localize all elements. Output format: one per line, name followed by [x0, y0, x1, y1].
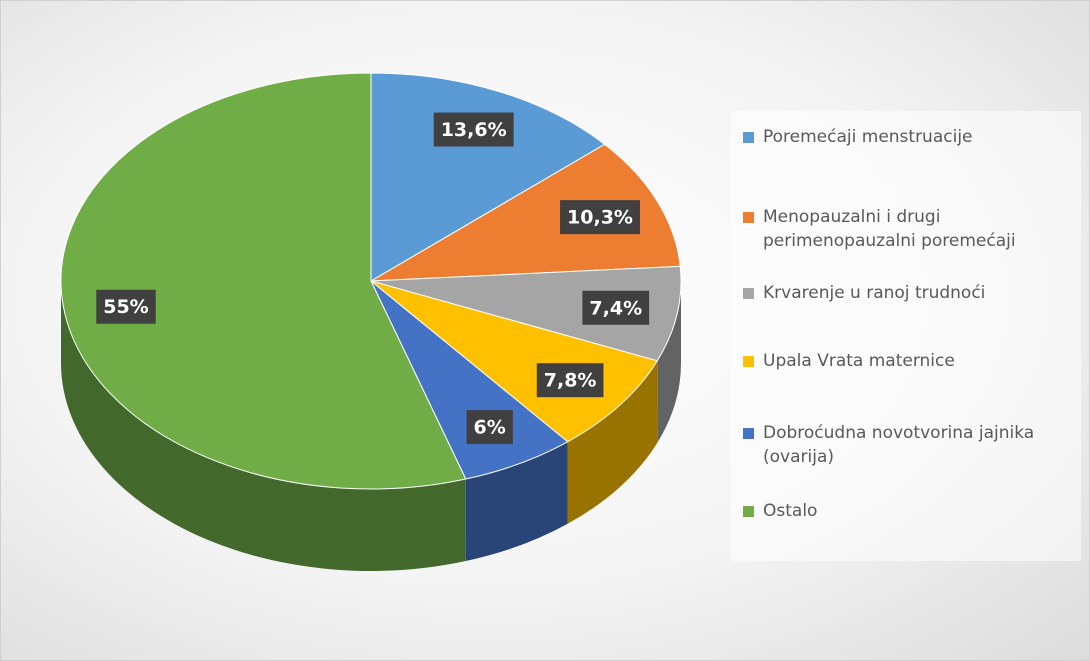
slice-side	[657, 281, 681, 443]
data-label-box	[560, 200, 640, 235]
slice-side	[567, 360, 658, 524]
data-label: 6%	[466, 410, 513, 445]
legend-label: Krvarenje u ranoj trudnoći	[763, 283, 986, 303]
legend-item: Krvarenje u ranoj trudnoći	[743, 281, 1073, 305]
slice	[370, 72, 606, 282]
data-label: 10,3%	[560, 200, 640, 235]
data-label-box	[433, 112, 514, 147]
slice	[370, 280, 659, 443]
legend-swatch	[743, 428, 754, 439]
data-label: 7,4%	[582, 290, 650, 325]
slice	[370, 265, 682, 362]
legend-label: Poremećaji menstruacije	[763, 127, 973, 147]
legend-item: Ostalo	[743, 499, 1073, 523]
legend-item: Dobroćudna novotvorina jajnika (ovarija)	[743, 421, 1073, 469]
data-label-text: 13,6%	[441, 119, 507, 141]
data-label-box	[536, 363, 604, 398]
data-label-box	[96, 289, 156, 324]
legend-item: Upala Vrata maternice	[743, 349, 1073, 373]
legend-label: Dobroćudna novotvorina jajnika (ovarija)	[763, 423, 1035, 467]
slice	[370, 143, 681, 282]
data-label-text: 6%	[474, 417, 506, 439]
slice-side	[61, 281, 466, 571]
data-label-text: 7,4%	[589, 297, 642, 319]
data-label-box	[582, 290, 650, 325]
legend-swatch	[743, 132, 754, 143]
data-label-text: 10,3%	[567, 207, 633, 229]
legend: Poremećaji menstruacije Menopauzalni i dr…	[731, 111, 1081, 561]
legend-item: Menopauzalni i drugi perimenopauzalni po…	[743, 205, 1073, 253]
legend-label: Upala Vrata maternice	[763, 351, 955, 371]
legend-swatch	[743, 356, 754, 367]
data-label-text: 55%	[103, 296, 148, 318]
slice	[60, 72, 467, 490]
legend-item: Poremećaji menstruacije	[743, 125, 1073, 149]
legend-swatch	[743, 288, 754, 299]
legend-swatch	[743, 212, 754, 223]
data-label-box	[466, 410, 513, 445]
data-label-text: 7,8%	[544, 370, 597, 392]
legend-label: Menopauzalni i drugi perimenopauzalni po…	[763, 207, 1016, 251]
data-label: 7,8%	[536, 363, 604, 398]
legend-label: Ostalo	[763, 501, 818, 521]
slice-side	[465, 441, 568, 562]
data-label: 55%	[96, 289, 156, 324]
data-label: 13,6%	[433, 112, 514, 147]
legend-swatch	[743, 506, 754, 517]
